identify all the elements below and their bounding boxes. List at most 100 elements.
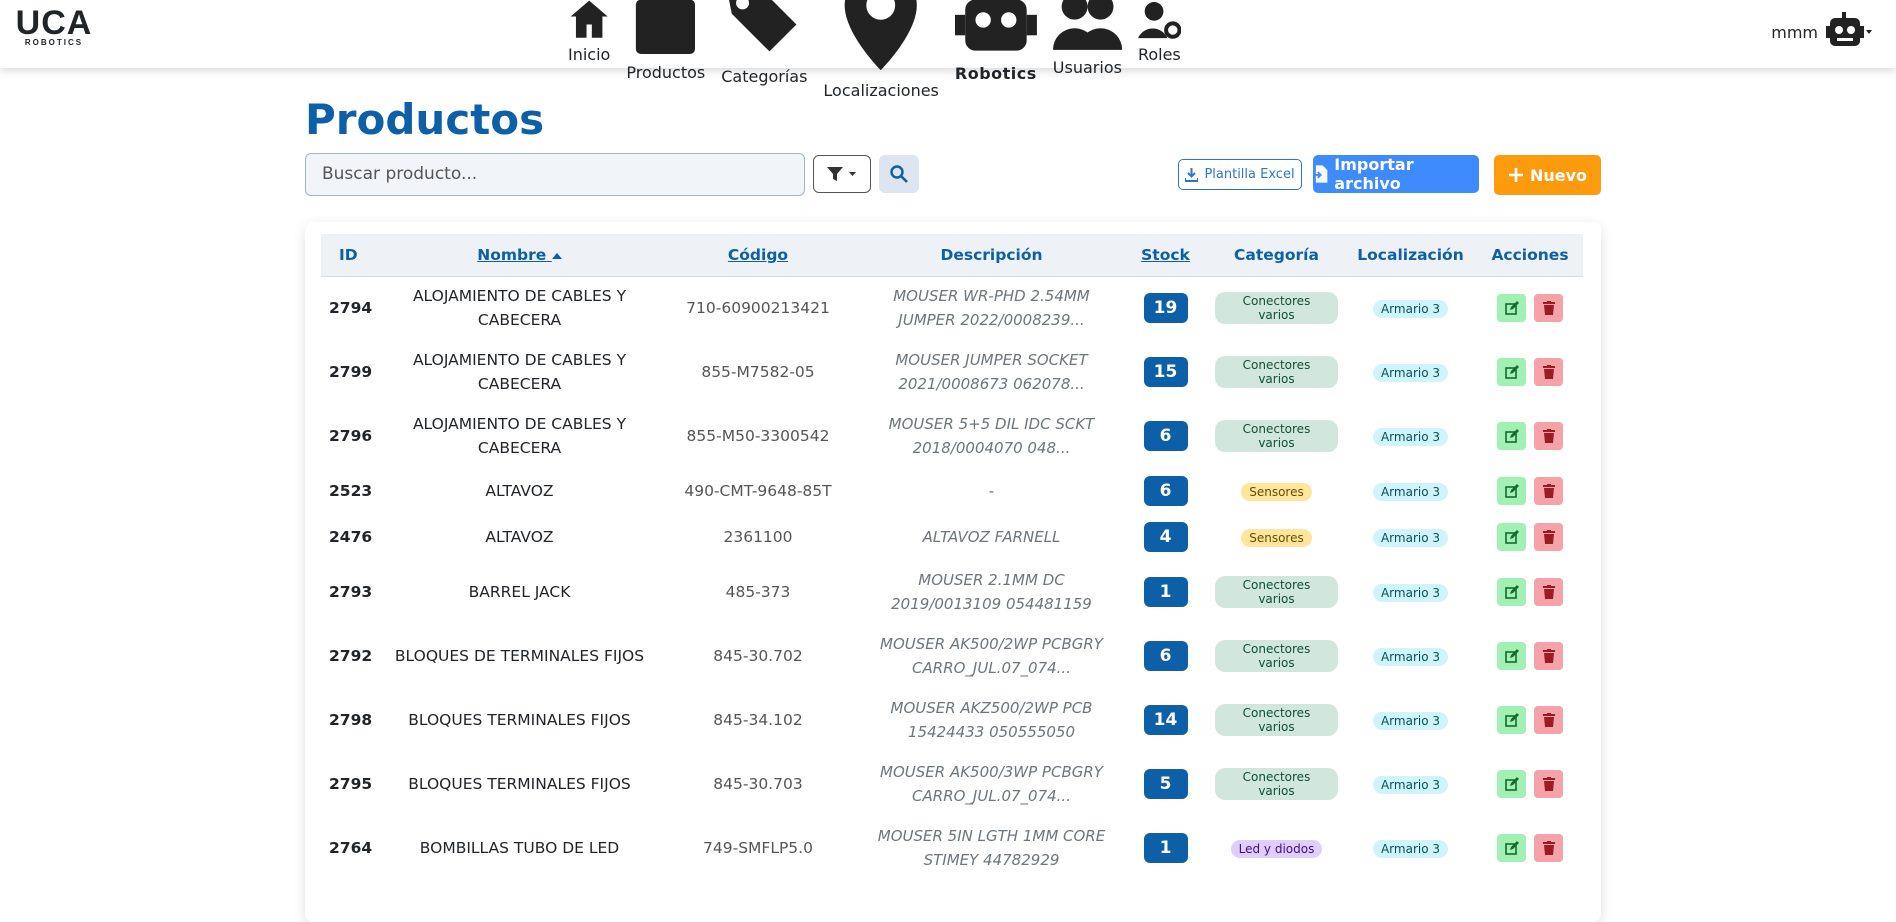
delete-button[interactable] [1534,422,1563,450]
category-cell: Conectores varios [1209,752,1344,816]
edit-button[interactable] [1497,706,1526,734]
location-cell: Armario 3 [1344,514,1477,560]
table-row: 2798 BLOQUES TERMINALES FIJOS 845-34.102 MO… [321,688,1583,752]
table-row: 2793 BARREL JACK 485-373 MOUSER 2.1MM DC 20… [321,560,1583,624]
category-cell: Conectores varios [1209,688,1344,752]
category-cell: Conectores varios [1209,560,1344,624]
sort-icon [551,252,562,259]
nav-label: Localizaciones [823,81,939,101]
column-header[interactable]: Código [655,234,861,277]
column-header: Categoría [1209,234,1344,277]
column-header[interactable]: Nombre [384,234,655,277]
table-row: 2796 ALOJAMIENTO DE CABLES Y CABECERA 855-… [321,404,1583,468]
product-description: MOUSER AK500/2WP PCBGRY CARRO_JUL.07_074… [880,635,1103,677]
category-cell: Sensores [1209,468,1344,514]
new-label: Nuevo [1529,165,1588,185]
new-button[interactable]: Nuevo [1494,155,1601,195]
main-content: Productos Buscar producto... Plantilla E… [305,95,1601,922]
actions [1497,706,1563,734]
edit-button[interactable] [1497,642,1526,670]
product-code: 2361100 [723,528,793,546]
product-description: MOUSER 5+5 DIL IDC SCKT 2018/0004070 048… [888,415,1095,457]
product-name: ALOJAMIENTO DE CABLES Y CABECERA [412,415,627,457]
stock-cell: 1 [1122,560,1209,624]
search-icon [890,165,908,183]
nav-item[interactable]: Productos [626,0,705,82]
product-description: MOUSER JUMPER SOCKET 2021/0008673 062078… [895,351,1088,393]
actions-cell [1477,624,1583,688]
stock-cell: 15 [1122,340,1209,404]
product-code: 749-SMFLP5.0 [703,839,813,857]
nav-item[interactable]: Inicio [568,0,610,64]
location-badge: Armario 3 [1372,482,1449,501]
category-cell: Conectores varios [1209,624,1344,688]
user-menu[interactable]: mmm [1771,12,1872,52]
location-cell: Armario 3 [1344,404,1477,468]
edit-icon [1504,301,1519,316]
product-id: 2476 [329,528,373,546]
edit-button[interactable] [1497,578,1526,606]
search-input[interactable]: Buscar producto... [305,153,805,196]
delete-button[interactable] [1534,294,1563,323]
edit-icon [1504,484,1519,498]
column-header[interactable]: Stock [1122,234,1209,277]
nav-item[interactable]: Localizaciones [823,0,939,101]
delete-button[interactable] [1534,834,1563,862]
import-button[interactable]: Importar archivo [1313,155,1479,193]
nav-links: Inicio Productos Categorías Localizaciones R… [568,0,1182,100]
edit-button[interactable] [1497,834,1526,862]
stock-badge: 14 [1143,705,1188,735]
location-cell: Armario 3 [1344,560,1477,624]
import-label: Importar archivo [1334,155,1414,193]
product-code: 710-60900213421 [686,299,830,318]
product-description: MOUSER 5IN LGTH 1MM CORE STIMEY 44782929 [877,827,1106,869]
category-badge: Conectores varios [1215,768,1338,800]
header-row: ID Nombre Código Descripción Stock Categoría… [321,234,1583,277]
column-header-label: Acciones [1491,245,1569,264]
delete-button[interactable] [1534,642,1563,670]
location-badge: Armario 3 [1372,647,1449,666]
import-icon [1313,165,1328,183]
location-badge: Armario 3 [1372,427,1449,446]
delete-button[interactable] [1534,523,1563,551]
filter-button[interactable] [813,155,871,193]
delete-button[interactable] [1534,578,1563,606]
table-row: 2794 ALOJAMIENTO DE CABLES Y CABECERA 710-… [321,276,1583,340]
delete-button[interactable] [1534,477,1563,505]
nav-item[interactable]: Categorías [721,0,807,86]
plus-icon [1508,168,1523,182]
category-cell: Led y diodos [1209,816,1344,880]
nav-item[interactable]: Robotics [954,0,1037,83]
actions-cell [1477,560,1583,624]
edit-button[interactable] [1497,477,1526,505]
stock-cell: 6 [1122,404,1209,468]
edit-button[interactable] [1497,770,1526,798]
column-header-label: Categoría [1234,245,1319,264]
actions [1497,642,1563,670]
search-button[interactable] [879,155,919,193]
actions-cell [1477,276,1583,340]
logo[interactable]: UCA ROBOTICS [12,6,96,48]
stock-badge: 19 [1143,293,1188,324]
nav-item[interactable]: Roles [1137,0,1182,64]
edit-button[interactable] [1497,294,1526,323]
template-button[interactable]: Plantilla Excel [1178,159,1302,190]
download-icon [1185,167,1199,182]
table-row: 2764 BOMBILLAS TUBO DE LED 749-SMFLP5.0 MOU… [321,816,1583,880]
category-badge: Conectores varios [1215,640,1338,672]
category-badge: Led y diodos [1230,839,1323,858]
edit-button[interactable] [1497,523,1526,551]
product-id: 2792 [329,647,373,665]
category-badge: Sensores [1241,482,1312,501]
delete-button[interactable] [1534,358,1563,386]
category-cell: Conectores varios [1209,276,1344,340]
delete-button[interactable] [1534,706,1563,734]
edit-icon [1504,649,1519,663]
delete-icon [1542,841,1555,855]
delete-button[interactable] [1534,770,1563,798]
delete-icon [1542,713,1555,727]
edit-button[interactable] [1497,422,1526,450]
product-description: MOUSER AKZ500/2WP PCB 15424433 050555050 [890,699,1093,741]
edit-button[interactable] [1497,358,1526,386]
nav-item[interactable]: Usuarios [1052,0,1122,77]
